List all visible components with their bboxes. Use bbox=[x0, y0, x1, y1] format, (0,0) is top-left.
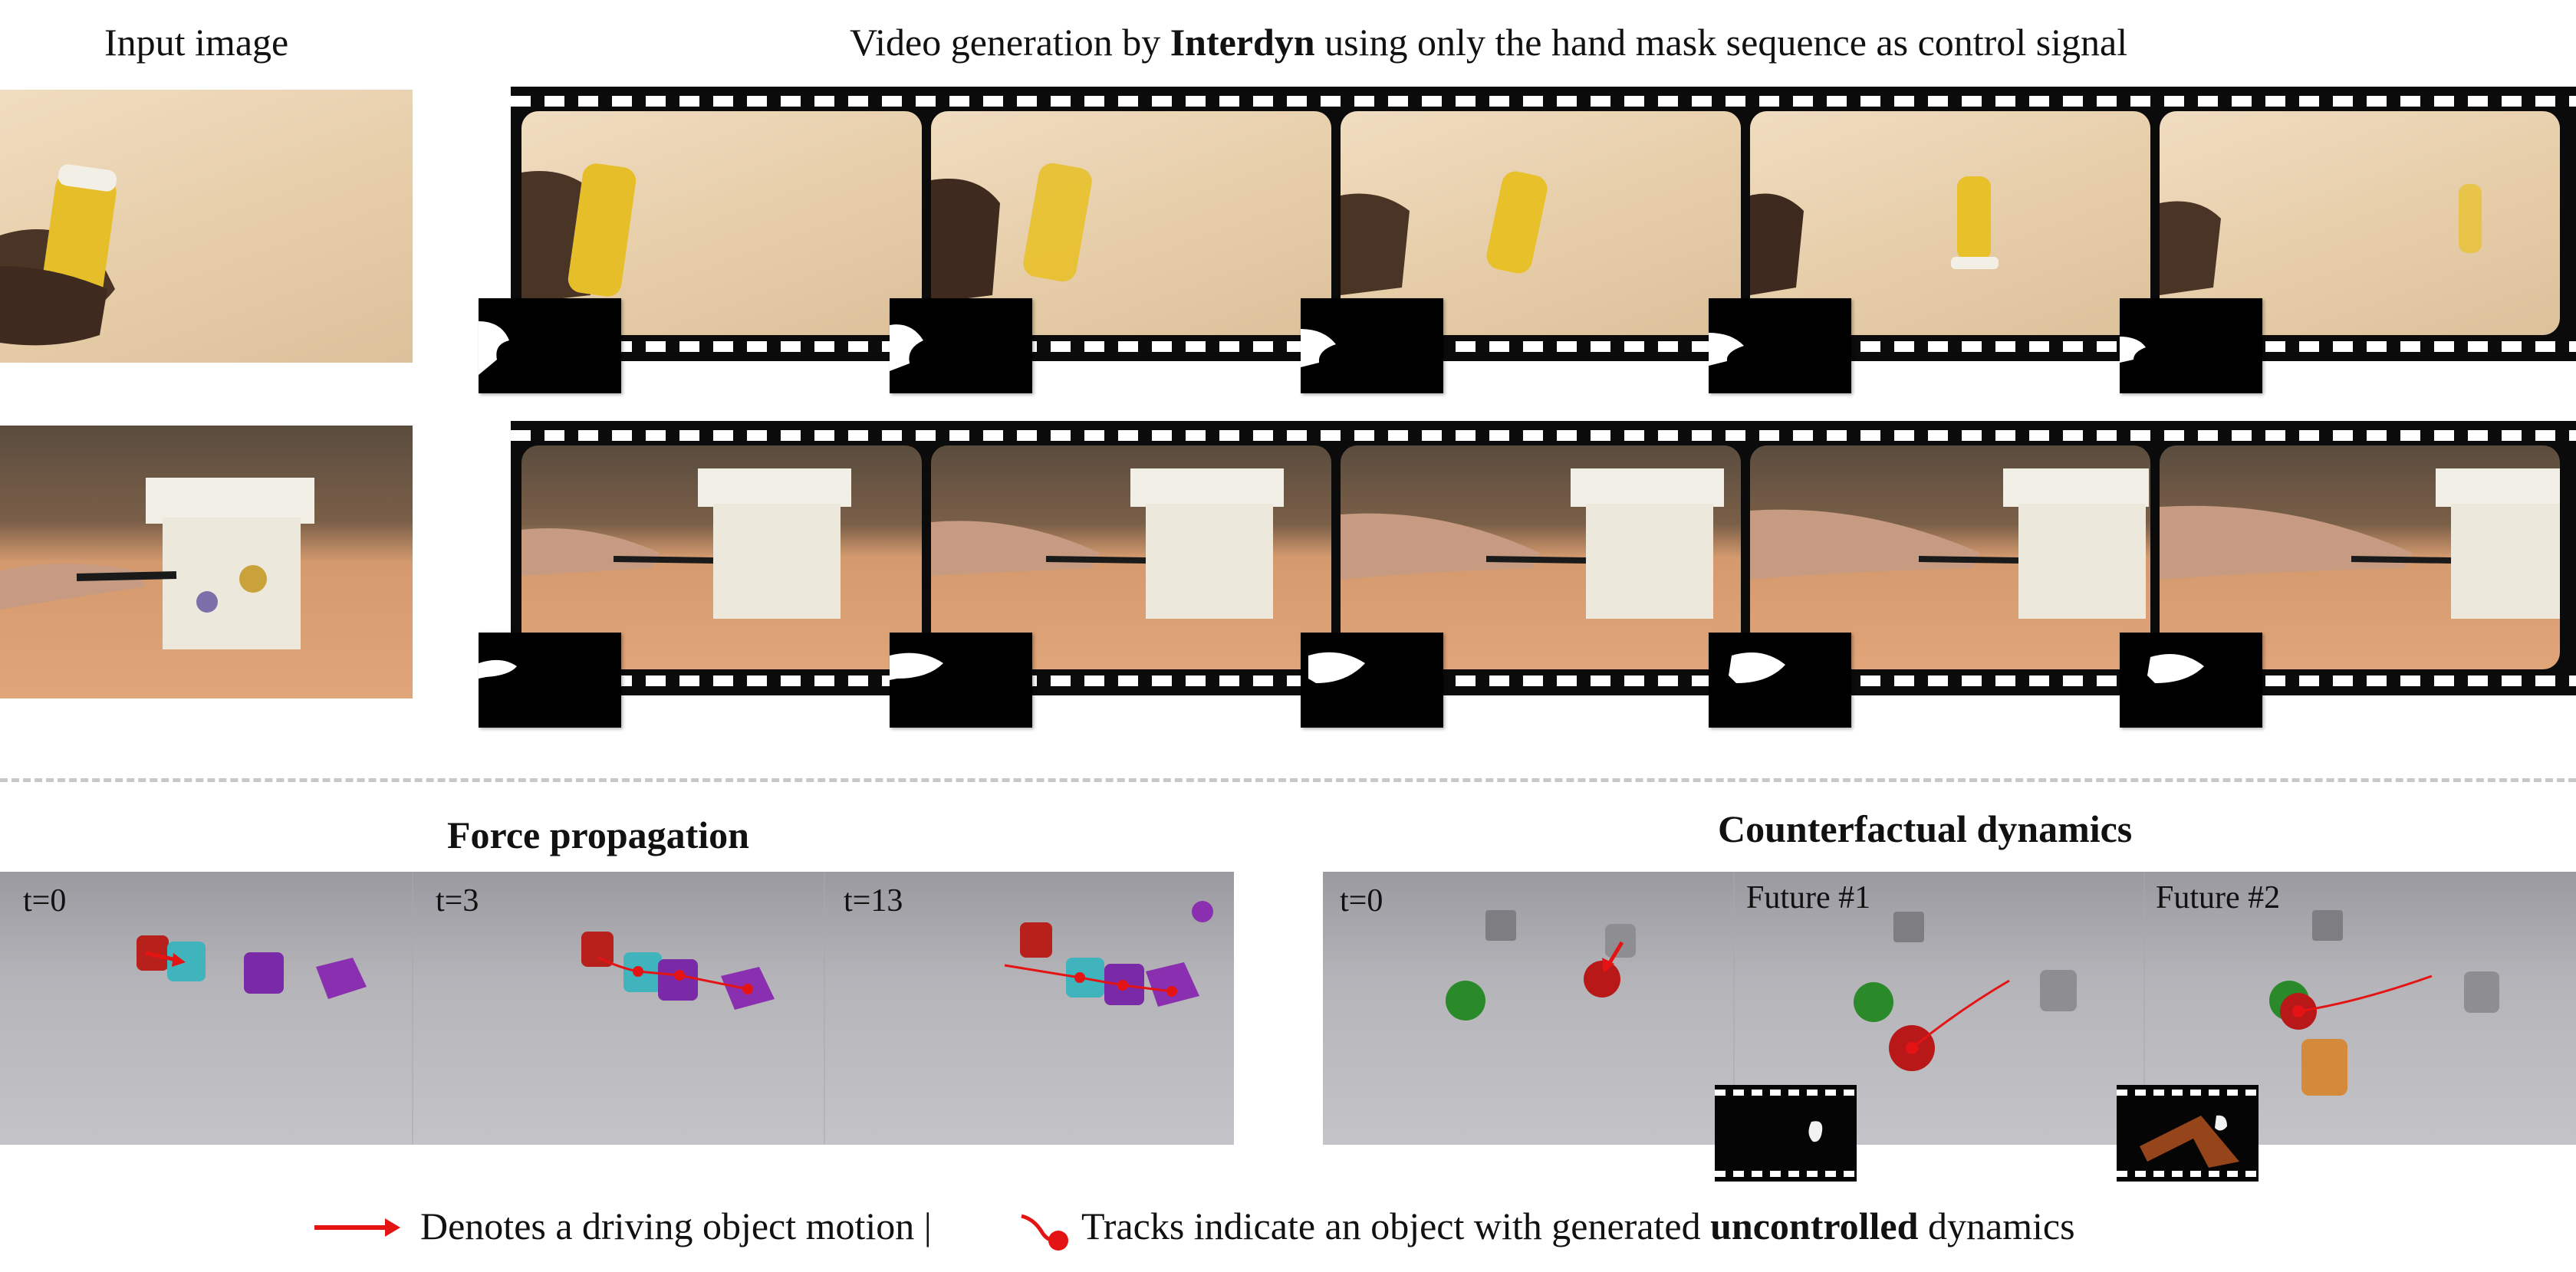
film-strip-bottle bbox=[511, 87, 2576, 361]
object-mask-strip bbox=[2117, 1085, 2259, 1182]
force-panel-time-label: t=3 bbox=[436, 883, 479, 919]
film-perforations-top bbox=[511, 430, 2576, 441]
hand-mask bbox=[1709, 633, 1851, 728]
force-panel-time-label: t=13 bbox=[844, 883, 903, 919]
legend-track-suffix: dynamics bbox=[1918, 1205, 2075, 1247]
legend-driving-text: Denotes a driving object motion | bbox=[420, 1205, 932, 1247]
hand-mask bbox=[1301, 633, 1443, 728]
title-prefix: Video generation by bbox=[850, 21, 1170, 64]
hand-mask bbox=[479, 298, 621, 393]
legend: Denotes a driving object motion | Tracks… bbox=[311, 1202, 2183, 1256]
force-propagation-panel: t=0 t=3 t=13 bbox=[0, 872, 1234, 1145]
counterfactual-panel-label: Future #1 bbox=[1746, 880, 1871, 915]
hand-mask bbox=[2120, 633, 2262, 728]
hand-mask bbox=[890, 298, 1032, 393]
legend-track-prefix: Tracks indicate an object with generated bbox=[1081, 1205, 1711, 1247]
title-suffix: using only the hand mask sequence as con… bbox=[1314, 21, 2128, 64]
input-image-bottle bbox=[0, 90, 413, 363]
film-perforations-bottom bbox=[511, 341, 2576, 352]
generated-frame bbox=[2160, 111, 2560, 335]
mini-perforations-bottom bbox=[1715, 1171, 1857, 1177]
generated-frame bbox=[1750, 111, 2150, 335]
generated-frame bbox=[1341, 445, 1741, 669]
legend-track-bold: uncontrolled bbox=[1710, 1205, 1919, 1247]
hand-mask bbox=[1709, 298, 1851, 393]
object-mask-strip bbox=[1715, 1085, 1857, 1182]
counterfactual-dynamics-title: Counterfactual dynamics bbox=[1718, 807, 2133, 850]
generated-frame bbox=[521, 111, 922, 335]
hand-mask bbox=[1301, 298, 1443, 393]
track-dot-icon bbox=[1021, 1214, 1068, 1251]
generated-frame bbox=[521, 445, 922, 669]
generated-frame bbox=[931, 111, 1331, 335]
hand-mask bbox=[479, 633, 621, 728]
film-perforations-bottom bbox=[511, 675, 2576, 686]
counterfactual-panel-label: Future #2 bbox=[2156, 880, 2281, 915]
film-strip-box bbox=[511, 421, 2576, 695]
generated-frame bbox=[2160, 445, 2560, 669]
mini-perforations-bottom bbox=[2117, 1171, 2259, 1177]
hand-mask bbox=[2120, 298, 2262, 393]
input-image-box bbox=[0, 426, 413, 698]
generated-frame bbox=[1750, 445, 2150, 669]
generated-frame bbox=[931, 445, 1331, 669]
video-generation-title: Video generation by Interdyn using only … bbox=[850, 20, 2127, 64]
force-panel-time-label: t=0 bbox=[23, 883, 67, 919]
counterfactual-panel: t=0 Future #1 Future #2 bbox=[1323, 872, 2576, 1145]
legend-track-text: Tracks indicate an object with generated… bbox=[1081, 1204, 2075, 1248]
hand-mask bbox=[890, 633, 1032, 728]
title-method-name: Interdyn bbox=[1170, 21, 1315, 64]
mini-perforations-top bbox=[1715, 1090, 1857, 1096]
mini-perforations-top bbox=[2117, 1090, 2259, 1096]
input-image-label: Input image bbox=[104, 21, 289, 64]
section-divider bbox=[0, 778, 2576, 782]
generated-frame bbox=[1341, 111, 1741, 335]
driving-arrow-icon bbox=[314, 1218, 400, 1237]
counterfactual-panel-label: t=0 bbox=[1340, 883, 1383, 919]
film-perforations-top bbox=[511, 96, 2576, 107]
force-propagation-title: Force propagation bbox=[447, 813, 749, 856]
